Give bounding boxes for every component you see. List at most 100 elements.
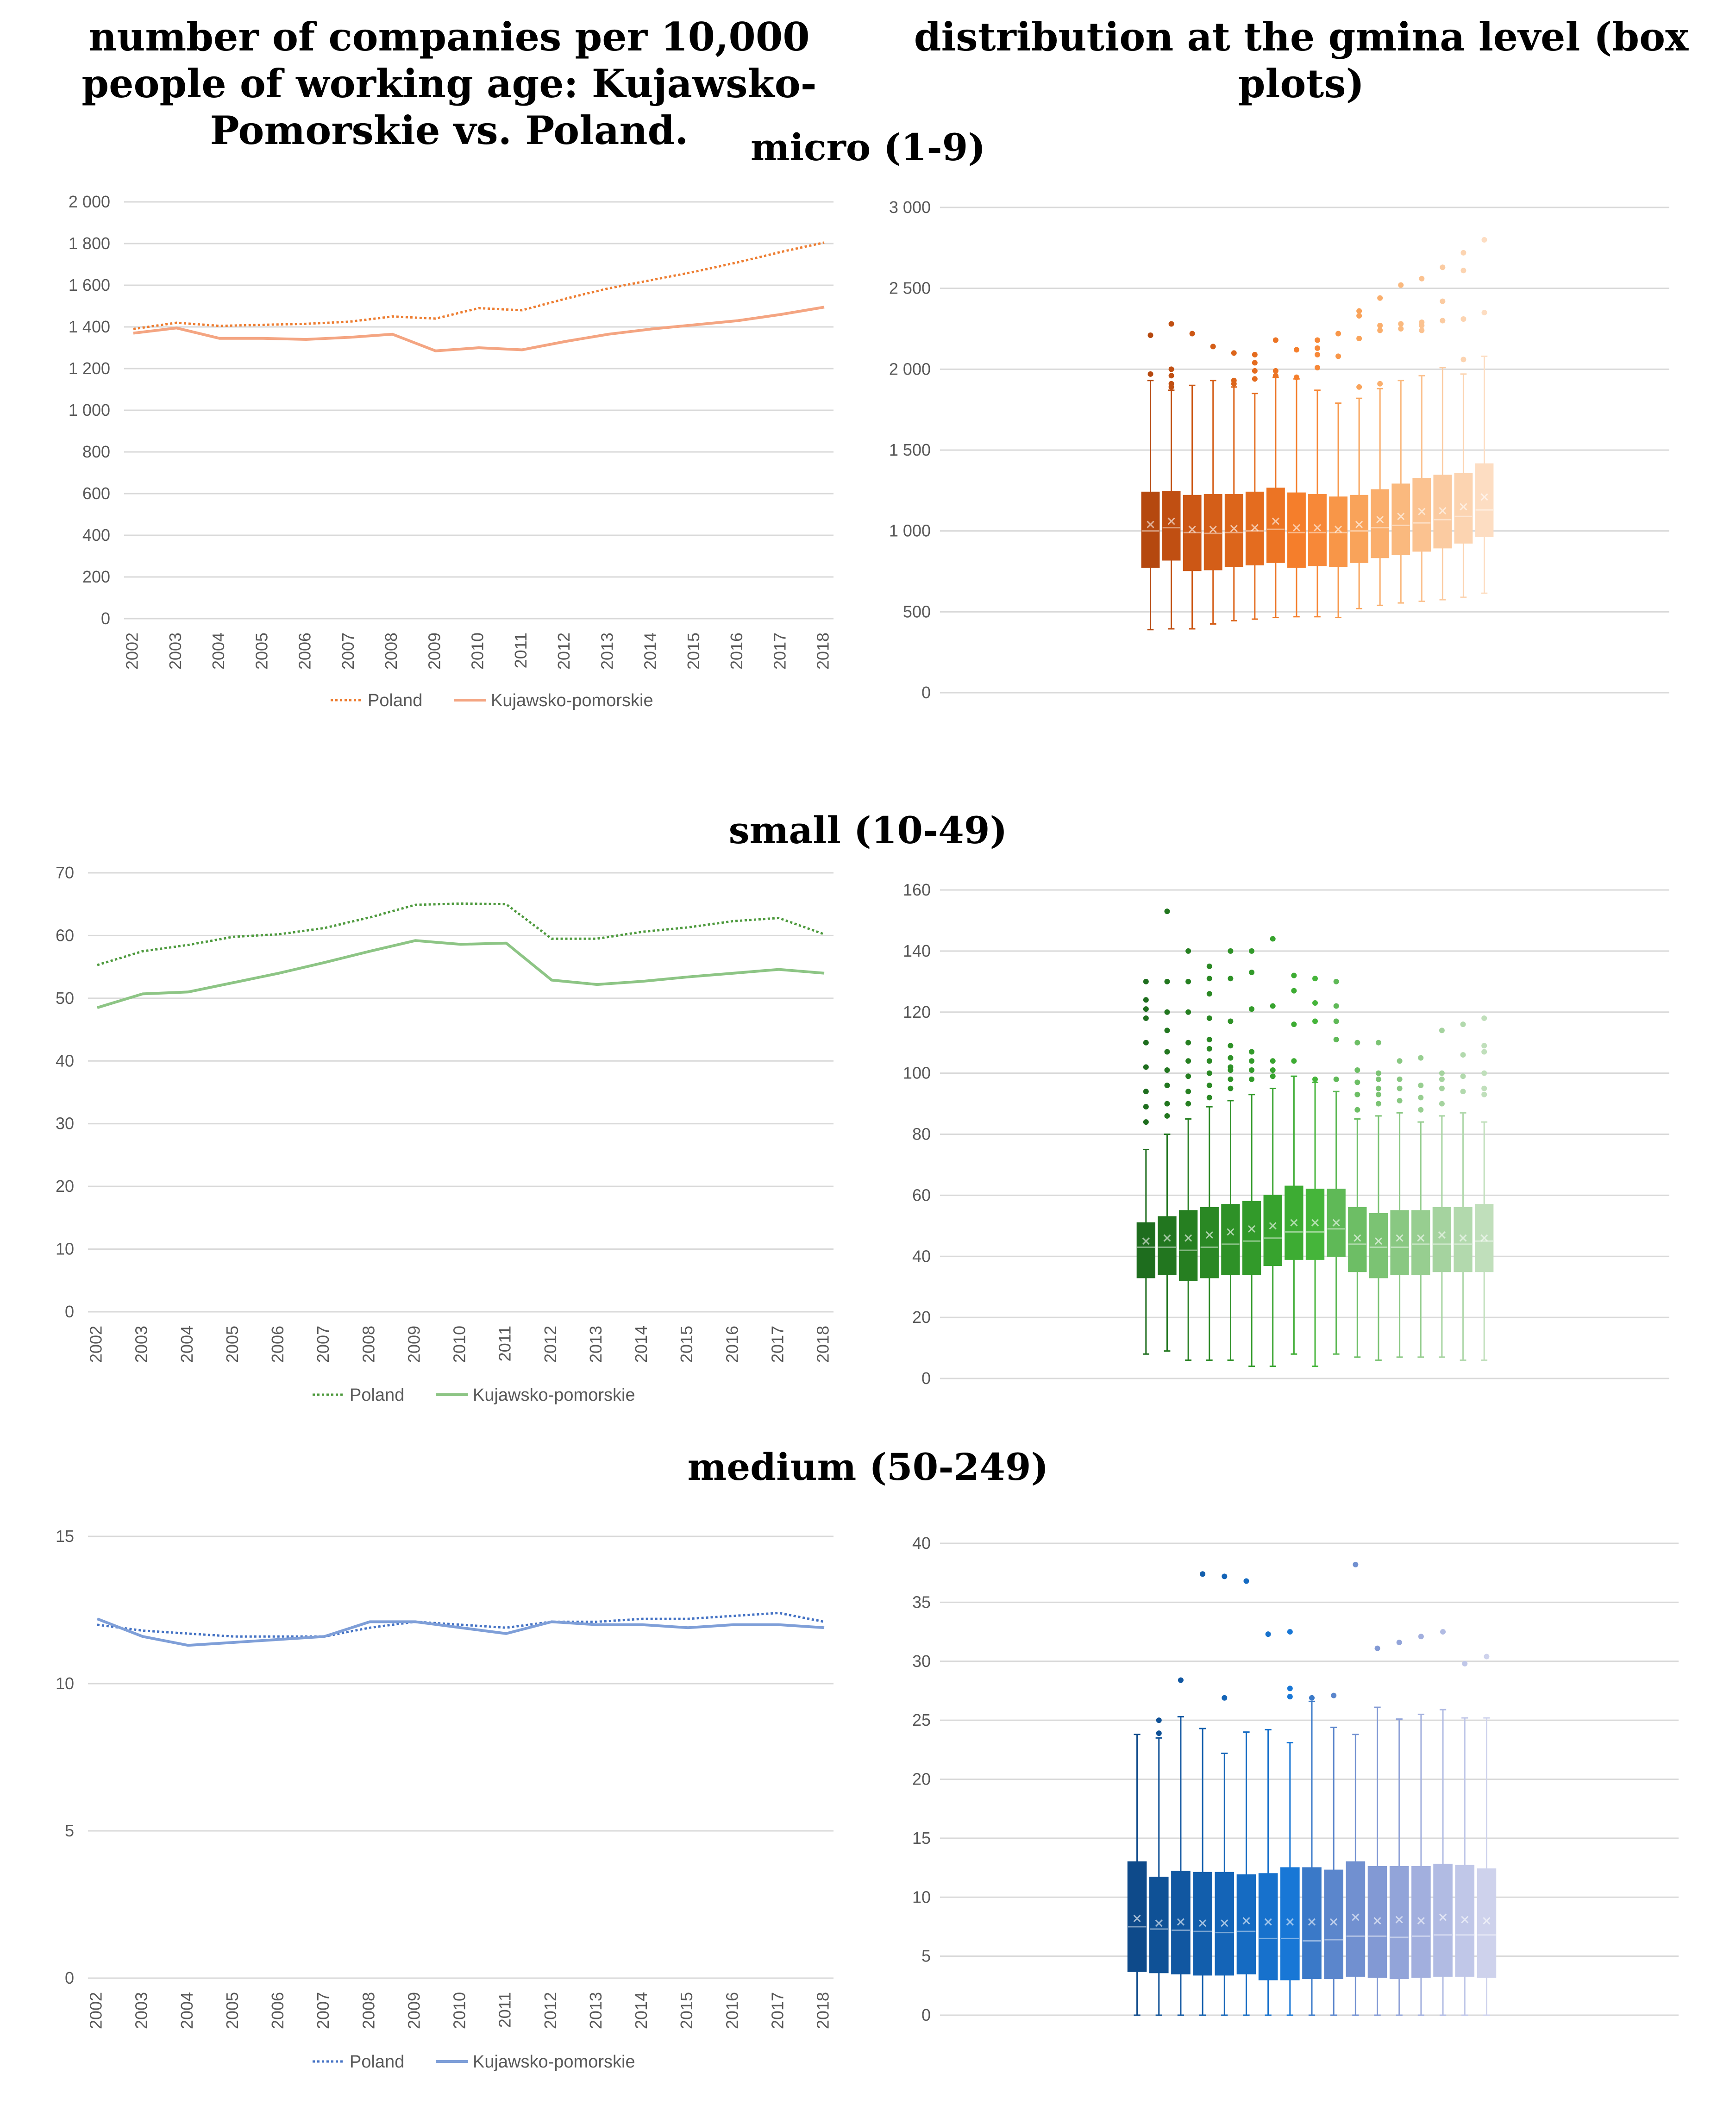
box bbox=[1136, 1222, 1155, 1278]
outlier-point bbox=[1481, 1070, 1487, 1076]
x-tick-label: 2018 bbox=[814, 1992, 833, 2029]
outlier-point bbox=[1243, 1578, 1249, 1584]
y-tick-label: 40 bbox=[56, 1051, 74, 1070]
x-tick-label: 2017 bbox=[770, 633, 789, 670]
box bbox=[1236, 1874, 1256, 1974]
outlier-point bbox=[1440, 1629, 1446, 1635]
y-tick-label: 5 bbox=[921, 1947, 931, 1966]
outlier-point bbox=[1398, 321, 1404, 327]
outlier-point bbox=[1439, 1070, 1445, 1076]
mean-marker bbox=[1334, 526, 1342, 533]
x-tick-label: 2017 bbox=[768, 1992, 787, 2029]
mean-marker bbox=[1332, 1219, 1340, 1227]
mean-marker bbox=[1221, 1919, 1228, 1927]
box bbox=[1391, 483, 1410, 555]
mean-marker bbox=[1376, 516, 1384, 524]
x-tick-label: 2009 bbox=[404, 1326, 423, 1363]
box bbox=[1158, 1216, 1177, 1275]
box bbox=[1221, 1204, 1240, 1275]
outlier-point bbox=[1143, 1104, 1149, 1110]
outlier-point bbox=[1481, 1049, 1487, 1055]
x-tick-label: 2011 bbox=[495, 1992, 514, 2028]
outlier-point bbox=[1270, 1073, 1276, 1079]
outlier-point bbox=[1265, 1631, 1271, 1637]
outlier-point bbox=[1249, 1058, 1255, 1064]
outlier-point bbox=[1354, 1091, 1360, 1097]
outlier-point bbox=[1440, 298, 1446, 304]
outlier-point bbox=[1287, 1629, 1293, 1635]
y-tick-label: 80 bbox=[912, 1125, 931, 1144]
x-tick-label: 2002 bbox=[87, 1992, 106, 2029]
outlier-point bbox=[1354, 1040, 1360, 1046]
outlier-point bbox=[1270, 936, 1276, 942]
legend-label: Poland bbox=[350, 1385, 404, 1405]
y-tick-label: 0 bbox=[921, 1369, 931, 1388]
x-tick-label: 2004 bbox=[177, 1992, 196, 2029]
mean-marker bbox=[1251, 524, 1259, 532]
x-tick-label: 2014 bbox=[641, 633, 660, 670]
outlier-point bbox=[1418, 1055, 1424, 1061]
mean-marker bbox=[1417, 1234, 1425, 1242]
mean-marker bbox=[1354, 1234, 1361, 1242]
mean-marker bbox=[1133, 1915, 1141, 1923]
outlier-point bbox=[1252, 368, 1258, 374]
box bbox=[1433, 1863, 1453, 1977]
box bbox=[1287, 492, 1306, 568]
outlier-point bbox=[1164, 1009, 1170, 1015]
outlier-point bbox=[1293, 347, 1299, 353]
x-tick-label: 2015 bbox=[677, 1992, 696, 2029]
box bbox=[1477, 1868, 1497, 1978]
outlier-point bbox=[1333, 1076, 1339, 1082]
outlier-point bbox=[1481, 310, 1487, 316]
outlier-point bbox=[1354, 1079, 1360, 1085]
outlier-point bbox=[1168, 381, 1174, 387]
outlier-point bbox=[1397, 1058, 1403, 1064]
legend-label: Poland bbox=[350, 2052, 404, 2072]
outlier-point bbox=[1460, 316, 1467, 322]
y-tick-label: 0 bbox=[101, 609, 110, 628]
outlier-point bbox=[1272, 373, 1278, 379]
outlier-point bbox=[1228, 1018, 1234, 1024]
mean-marker bbox=[1269, 1222, 1277, 1230]
box bbox=[1263, 1195, 1282, 1266]
box bbox=[1162, 491, 1181, 561]
y-tick-label: 0 bbox=[921, 2005, 931, 2024]
x-tick-label: 2010 bbox=[450, 1326, 469, 1363]
x-tick-label: 2011 bbox=[495, 1326, 514, 1361]
outlier-point bbox=[1481, 1085, 1487, 1091]
outlier-point bbox=[1185, 1089, 1191, 1095]
y-tick-label: 50 bbox=[56, 989, 74, 1008]
outlier-point bbox=[1231, 350, 1237, 356]
box bbox=[1367, 1866, 1387, 1978]
outlier-point bbox=[1228, 1055, 1234, 1061]
outlier-point bbox=[1200, 1571, 1206, 1577]
outlier-point bbox=[1147, 371, 1153, 377]
box bbox=[1475, 463, 1494, 537]
outlier-point bbox=[1206, 1083, 1212, 1088]
section-title-medium: medium (50-249) bbox=[687, 1445, 1049, 1489]
outlier-point bbox=[1228, 1064, 1234, 1070]
y-tick-label: 10 bbox=[912, 1887, 931, 1906]
x-tick-label: 2011 bbox=[511, 633, 530, 668]
series-line-poland bbox=[97, 902, 825, 966]
box bbox=[1178, 1210, 1198, 1281]
x-tick-label: 2007 bbox=[313, 1992, 332, 2029]
mean-marker bbox=[1308, 1918, 1316, 1926]
x-tick-label: 2015 bbox=[677, 1326, 696, 1363]
mean-marker bbox=[1199, 1919, 1207, 1927]
outlier-point bbox=[1396, 1639, 1402, 1645]
outlier-point bbox=[1331, 1692, 1337, 1698]
mean-marker bbox=[1330, 1918, 1338, 1926]
outlier-point bbox=[1481, 1091, 1487, 1097]
right-column-title: distribution at the gmina level (box plo… bbox=[914, 14, 1689, 107]
y-tick-label: 10 bbox=[56, 1240, 74, 1259]
box bbox=[1308, 494, 1327, 566]
section-title-micro: micro (1-9) bbox=[750, 125, 986, 169]
x-tick-label: 2003 bbox=[132, 1992, 151, 2029]
y-tick-label: 40 bbox=[912, 1247, 931, 1266]
legend-label: Kujawsko-pomorskie bbox=[473, 1385, 635, 1405]
outlier-point bbox=[1168, 366, 1174, 372]
mean-marker bbox=[1417, 1917, 1425, 1925]
box bbox=[1200, 1207, 1219, 1278]
